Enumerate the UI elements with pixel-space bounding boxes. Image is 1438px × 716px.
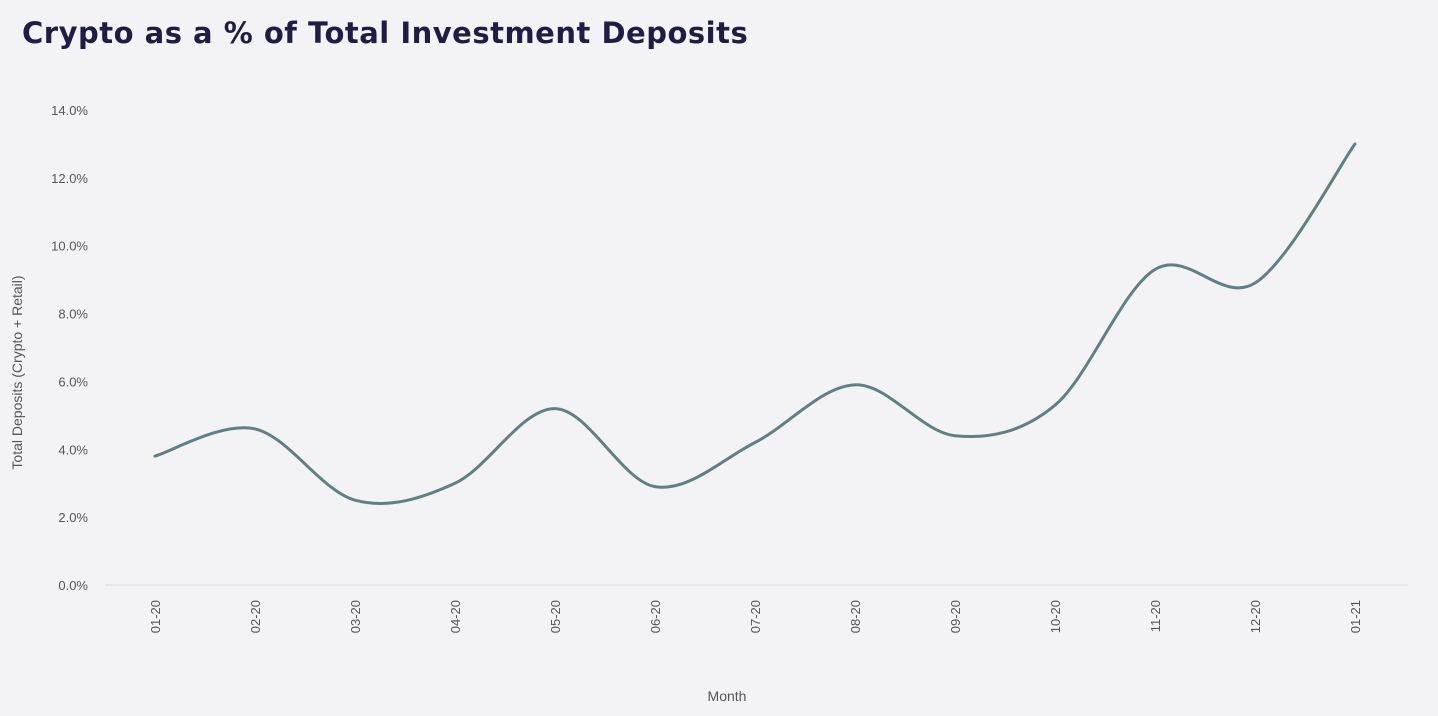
x-axis-ticks: 01-20 02-20 03-20 04-20 05-20 06-20 07-20 08-20… <box>148 600 1363 633</box>
x-tick-label: 09-20 <box>948 600 963 633</box>
x-tick-label: 02-20 <box>248 600 263 633</box>
y-tick-label: 2.0% <box>58 510 88 525</box>
y-tick-label: 0.0% <box>58 578 88 593</box>
x-tick-label: 08-20 <box>848 600 863 633</box>
x-tick-label: 11-20 <box>1148 600 1163 632</box>
x-tick-label: 03-20 <box>348 600 363 633</box>
x-tick-label: 05-20 <box>548 600 563 633</box>
x-tick-label: 04-20 <box>448 600 463 633</box>
x-tick-label: 10-20 <box>1048 600 1063 633</box>
x-tick-label: 01-21 <box>1348 600 1363 633</box>
series-line <box>153 142 1357 505</box>
x-tick-label: 12-20 <box>1248 600 1263 633</box>
x-tick-label: 01-20 <box>148 600 163 633</box>
chart-title: Crypto as a % of Total Investment Deposi… <box>22 16 749 50</box>
x-tick-label: 06-20 <box>648 600 663 633</box>
y-tick-label: 12.0% <box>51 171 88 186</box>
y-tick-label: 8.0% <box>58 307 88 322</box>
y-tick-label: 4.0% <box>58 442 88 457</box>
x-tick-label: 07-20 <box>748 600 763 633</box>
y-tick-label: 6.0% <box>58 374 88 389</box>
y-tick-label: 10.0% <box>51 239 88 254</box>
y-axis-ticks: 0.0% 2.0% 4.0% 6.0% 8.0% 10.0% 12.0% 14.0% <box>51 103 88 593</box>
y-tick-label: 14.0% <box>51 103 88 118</box>
y-axis-title: Total Deposits (Crypto + Retail) <box>9 275 25 469</box>
x-axis-title: Month <box>708 688 747 704</box>
